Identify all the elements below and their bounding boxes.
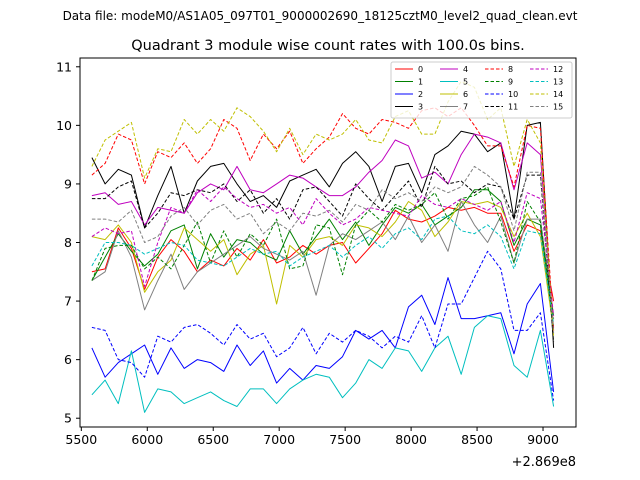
x-tick-label: 9000 [527, 432, 559, 447]
legend-label-5: 5 [463, 78, 468, 87]
series-line-12 [91, 186, 555, 316]
series-line-9 [91, 186, 555, 319]
legend-label-13: 13 [553, 78, 563, 87]
legend-label-3: 3 [418, 103, 423, 112]
legend-label-10: 10 [508, 90, 518, 99]
legend-label-14: 14 [553, 90, 563, 99]
legend-label-6: 6 [463, 90, 468, 99]
y-tick-label: 6 [64, 352, 72, 367]
legend-label-2: 2 [418, 90, 423, 99]
series-line-4 [91, 133, 555, 331]
series-line-6 [91, 201, 555, 331]
legend-label-11: 11 [508, 103, 518, 112]
x-tick-label: 5500 [65, 432, 97, 447]
legend-label-15: 15 [553, 103, 563, 112]
y-tick-label: 8 [64, 235, 72, 250]
series-line-3 [91, 121, 555, 348]
series-line-5 [91, 315, 555, 413]
series-line-0 [91, 206, 555, 302]
legend-label-8: 8 [508, 65, 513, 74]
y-tick-label: 5 [64, 411, 72, 426]
y-tick-label: 11 [56, 59, 72, 74]
series-line-15 [91, 165, 555, 334]
series-line-1 [91, 189, 555, 328]
x-tick-label: 7500 [329, 432, 361, 447]
legend-label-9: 9 [508, 78, 513, 87]
series-line-8 [91, 107, 555, 331]
series-line-11 [91, 165, 555, 343]
chart-suptitle: Data file: modeM0/AS1A05_097T01_90000026… [63, 9, 578, 23]
legend-box [390, 61, 573, 119]
series-line-10 [91, 250, 555, 401]
axis-ticks: 5500 6000 6500 7000 7500 8000 8500 900056789101… [56, 59, 559, 447]
series-line-7 [91, 201, 555, 316]
series-line-2 [91, 277, 555, 392]
y-tick-label: 7 [64, 294, 72, 309]
legend-label-7: 7 [463, 103, 468, 112]
x-tick-label: 8500 [461, 432, 493, 447]
legend-label-0: 0 [418, 65, 423, 74]
series-line-13 [91, 215, 555, 325]
x-tick-label: 7000 [263, 432, 295, 447]
x-tick-label: 6000 [131, 432, 163, 447]
x-offset-label: +2.869e8 [512, 455, 576, 470]
y-tick-label: 9 [64, 176, 72, 191]
x-tick-label: 6500 [197, 432, 229, 447]
legend-label-12: 12 [553, 65, 563, 74]
legend-label-4: 4 [463, 65, 468, 74]
y-tick-label: 10 [56, 118, 72, 133]
plot-lines [91, 80, 555, 413]
x-tick-label: 8000 [395, 432, 427, 447]
chart-title: Quadrant 3 module wise count rates with … [131, 38, 525, 54]
legend-label-1: 1 [418, 78, 423, 87]
